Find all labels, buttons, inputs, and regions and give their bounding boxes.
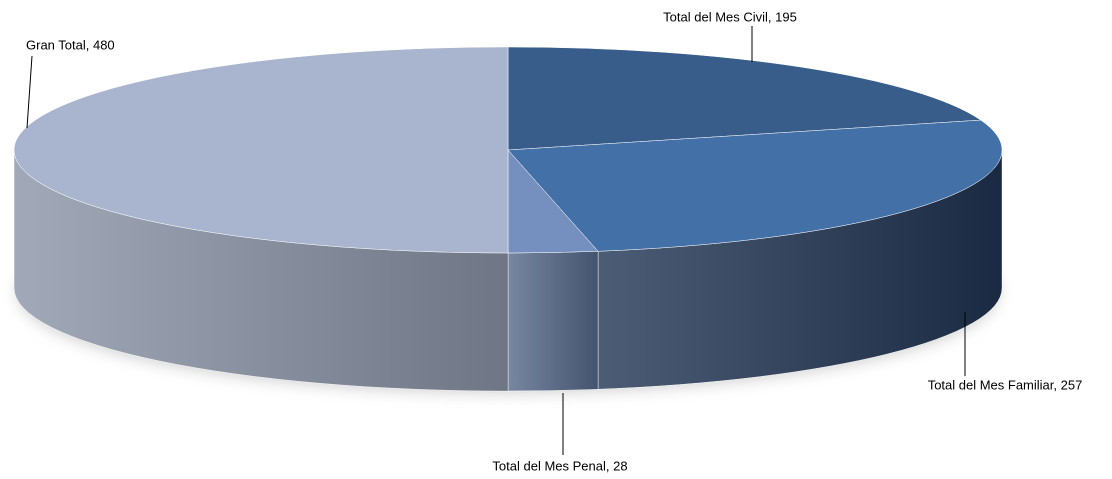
sides bbox=[13, 149, 1003, 392]
slice-side-shade bbox=[598, 150, 1002, 390]
data-label: Total del Mes Civil, 195 bbox=[663, 9, 797, 24]
data-label: Total del Mes Penal, 28 bbox=[492, 458, 627, 473]
slice-side-shade bbox=[14, 150, 508, 391]
slice bbox=[13, 46, 509, 254]
leader-line bbox=[26, 55, 33, 129]
tops bbox=[13, 46, 1003, 254]
data-label: Total del Mes Familiar, 257 bbox=[928, 377, 1083, 392]
slice bbox=[507, 119, 1003, 252]
slice bbox=[507, 46, 982, 151]
slice-side-shade bbox=[508, 251, 599, 391]
data-label: Gran Total, 480 bbox=[26, 37, 115, 52]
